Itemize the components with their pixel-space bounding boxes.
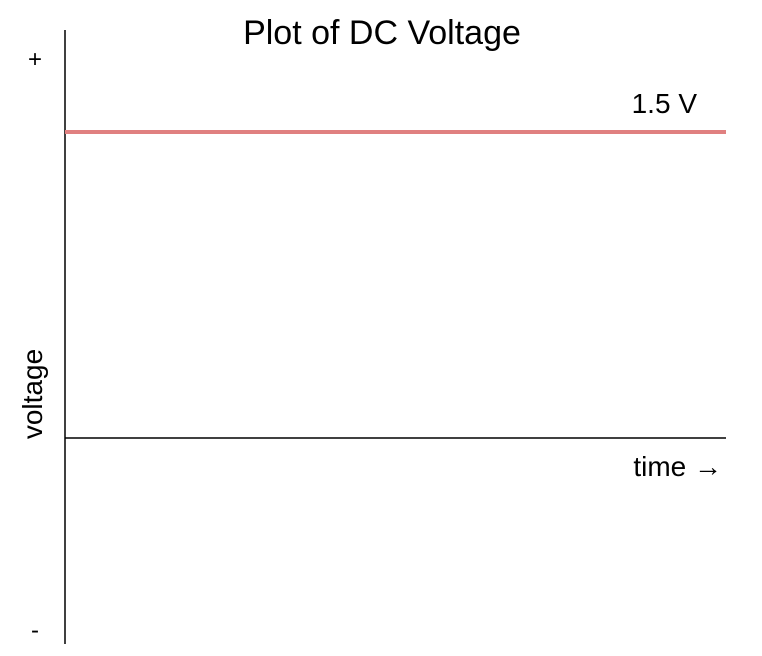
chart-title: Plot of DC Voltage xyxy=(243,14,521,52)
y-negative-marker: - xyxy=(31,617,39,644)
y-positive-marker: + xyxy=(28,46,42,73)
x-axis-label: time → xyxy=(633,451,722,482)
y-axis-label: voltage xyxy=(17,349,48,439)
series-value-label: 1.5 V xyxy=(632,88,698,119)
